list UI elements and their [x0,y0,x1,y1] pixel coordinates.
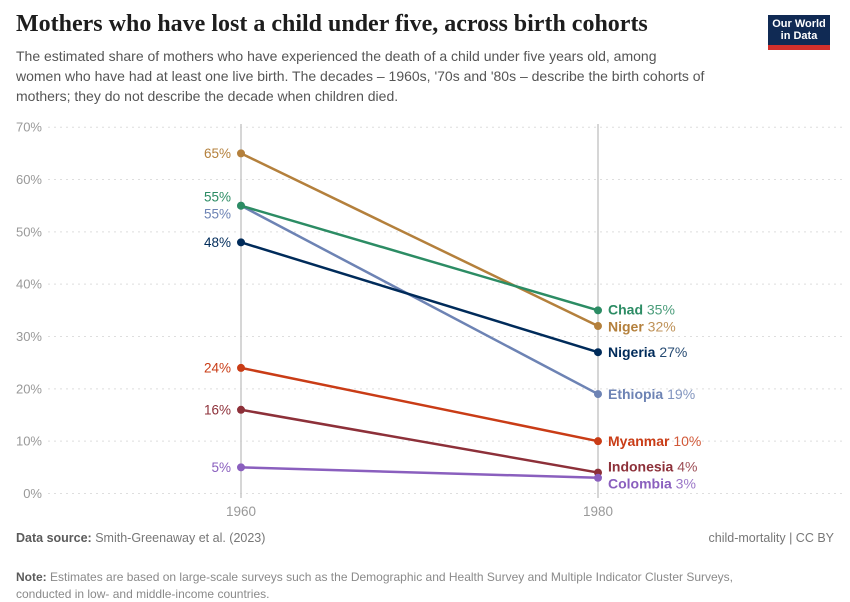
svg-text:24%: 24% [204,360,231,375]
svg-text:20%: 20% [16,381,42,396]
svg-text:0%: 0% [23,486,42,501]
svg-text:30%: 30% [16,329,42,344]
svg-text:Ethiopia 19%: Ethiopia 19% [608,386,695,402]
svg-text:Indonesia 4%: Indonesia 4% [608,458,697,474]
data-source-label: Data source: [16,531,92,545]
svg-text:1960: 1960 [226,504,256,519]
svg-text:Niger 32%: Niger 32% [608,318,676,334]
owid-logo[interactable]: Our World in Data [768,15,830,50]
svg-text:1980: 1980 [583,504,613,519]
svg-text:16%: 16% [204,402,231,417]
data-source: Data source: Smith-Greenaway et al. (202… [16,531,265,545]
data-source-value: Smith-Greenaway et al. (2023) [91,531,266,545]
chart-note: Note: Estimates are based on large-scale… [16,552,834,602]
page-title: Mothers who have lost a child under five… [16,11,648,37]
owid-logo-line2: in Data [780,30,818,42]
svg-text:Colombia 3%: Colombia 3% [608,475,696,491]
chart-header: Mothers who have lost a child under five… [16,10,756,106]
owid-logo-line1: Our World [772,18,826,30]
svg-text:65%: 65% [204,146,231,161]
svg-text:55%: 55% [204,190,231,205]
svg-text:48%: 48% [204,235,231,250]
svg-text:55%: 55% [204,207,231,222]
svg-text:10%: 10% [16,434,42,449]
svg-text:Nigeria 27%: Nigeria 27% [608,344,687,360]
svg-text:70%: 70% [16,120,42,135]
svg-text:40%: 40% [16,277,42,292]
note-value: Estimates are based on large-scale surve… [16,569,734,601]
svg-text:Myanmar 10%: Myanmar 10% [608,433,701,449]
chart-footer: Data source: Smith-Greenaway et al. (202… [16,531,834,602]
svg-text:60%: 60% [16,172,42,187]
svg-text:50%: 50% [16,224,42,239]
svg-text:5%: 5% [211,460,231,475]
chart-subtitle: The estimated share of mothers who have … [16,47,705,104]
svg-text:Chad 35%: Chad 35% [608,301,675,317]
note-label: Note: [16,569,47,584]
license-link[interactable]: child-mortality | CC BY [708,531,835,545]
